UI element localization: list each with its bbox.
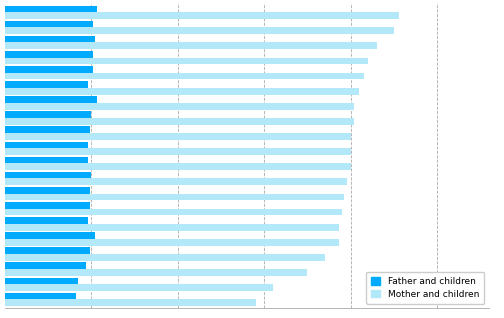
Bar (5, 36, 95, 43)
Bar (5, 254, 325, 261)
Bar (5, 27, 394, 34)
Bar (5, 217, 88, 224)
Bar (5, 66, 93, 73)
Bar (5, 148, 351, 155)
Bar (5, 172, 91, 178)
Bar (5, 239, 339, 246)
Bar (5, 187, 90, 194)
Bar (5, 247, 90, 254)
Bar (5, 133, 351, 140)
Bar (5, 58, 368, 64)
Bar (5, 21, 93, 27)
Bar (5, 224, 339, 231)
Bar (5, 194, 344, 200)
Bar (5, 96, 97, 103)
Bar (5, 269, 307, 276)
Bar (5, 284, 273, 291)
Bar (5, 278, 78, 284)
Bar (5, 73, 364, 80)
Bar (5, 163, 351, 170)
Bar (5, 111, 91, 118)
Bar (5, 299, 256, 306)
Bar (5, 202, 90, 209)
Bar (5, 127, 90, 133)
Bar (5, 51, 93, 58)
Bar (5, 12, 399, 19)
Bar (5, 142, 88, 148)
Bar (5, 232, 95, 239)
Bar (5, 81, 88, 88)
Bar (5, 262, 86, 269)
Bar (5, 178, 347, 185)
Bar (5, 209, 342, 215)
Bar (5, 43, 376, 49)
Bar (5, 157, 88, 163)
Bar (5, 5, 97, 12)
Bar (5, 118, 354, 125)
Bar (5, 293, 76, 299)
Bar (5, 88, 359, 94)
Bar (5, 103, 354, 110)
Legend: Father and children, Mother and children: Father and children, Mother and children (366, 272, 484, 304)
